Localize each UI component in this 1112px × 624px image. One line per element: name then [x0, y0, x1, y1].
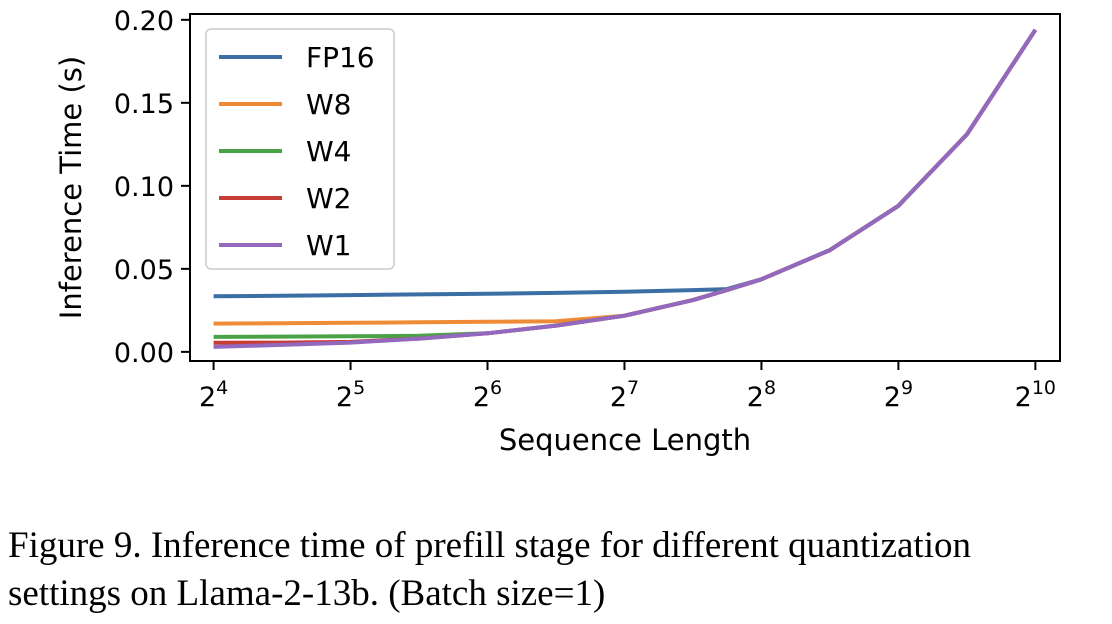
legend-box	[205, 28, 395, 270]
y-axis: 0.00 0.05 0.10 0.15 0.20	[114, 6, 190, 369]
x-tick-base: 2	[610, 382, 627, 413]
legend-label-w8: W8	[306, 88, 352, 121]
x-axis-label: Sequence Length	[499, 423, 751, 457]
y-tick-label: 0.00	[114, 338, 174, 369]
legend-label-fp16: FP16	[306, 41, 375, 74]
x-tick-exponent: 5	[353, 377, 365, 399]
legend-label-w4: W4	[306, 135, 352, 168]
y-tick-label: 0.15	[114, 89, 174, 120]
series-line-w1	[213, 28, 1038, 349]
x-tick-base: 2	[199, 382, 216, 413]
x-tick-exponent: 10	[1032, 377, 1056, 399]
x-tick-label: 27	[610, 377, 639, 413]
x-tick-base: 2	[336, 382, 353, 413]
x-tick-exponent: 4	[216, 377, 228, 399]
x-tick-exponent: 9	[901, 377, 913, 399]
x-tick-label: 29	[884, 377, 913, 413]
figure-caption: Figure 9. Inference time of prefill stag…	[8, 522, 1108, 618]
x-tick-label: 25	[336, 377, 365, 413]
y-tick-label: 0.05	[114, 255, 174, 286]
x-axis: 24 25 26 27 28 29 210	[199, 361, 1056, 413]
caption-line-2: settings on Llama-2-13b. (Batch size=1)	[8, 573, 606, 614]
y-tick-label: 0.20	[114, 6, 174, 37]
x-tick-exponent: 6	[490, 377, 502, 399]
x-tick-label: 24	[199, 377, 228, 413]
y-tick-label: 0.10	[114, 172, 174, 203]
line-chart: 0.000.050.100.150.20 24 25 26 27 28 29 210 Seq…	[54, 6, 1061, 457]
series-layer	[213, 28, 1038, 349]
legend: FP16 W8 W4 W2 W1	[205, 28, 395, 270]
legend-label-w2: W2	[306, 182, 352, 215]
x-tick-label: 26	[473, 377, 502, 413]
x-tick-base: 2	[747, 382, 764, 413]
x-tick-label: 210	[1015, 377, 1056, 413]
caption-line-1: Figure 9. Inference time of prefill stag…	[8, 525, 971, 566]
x-tick-base: 2	[884, 382, 901, 413]
x-tick-base: 2	[473, 382, 490, 413]
x-tick-label: 28	[747, 377, 776, 413]
legend-label-w1: W1	[306, 229, 352, 262]
x-tick-base: 2	[1015, 382, 1032, 413]
x-tick-exponent: 7	[627, 377, 639, 399]
y-axis-label: Inference Time (s)	[54, 56, 88, 319]
x-tick-exponent: 8	[764, 377, 776, 399]
